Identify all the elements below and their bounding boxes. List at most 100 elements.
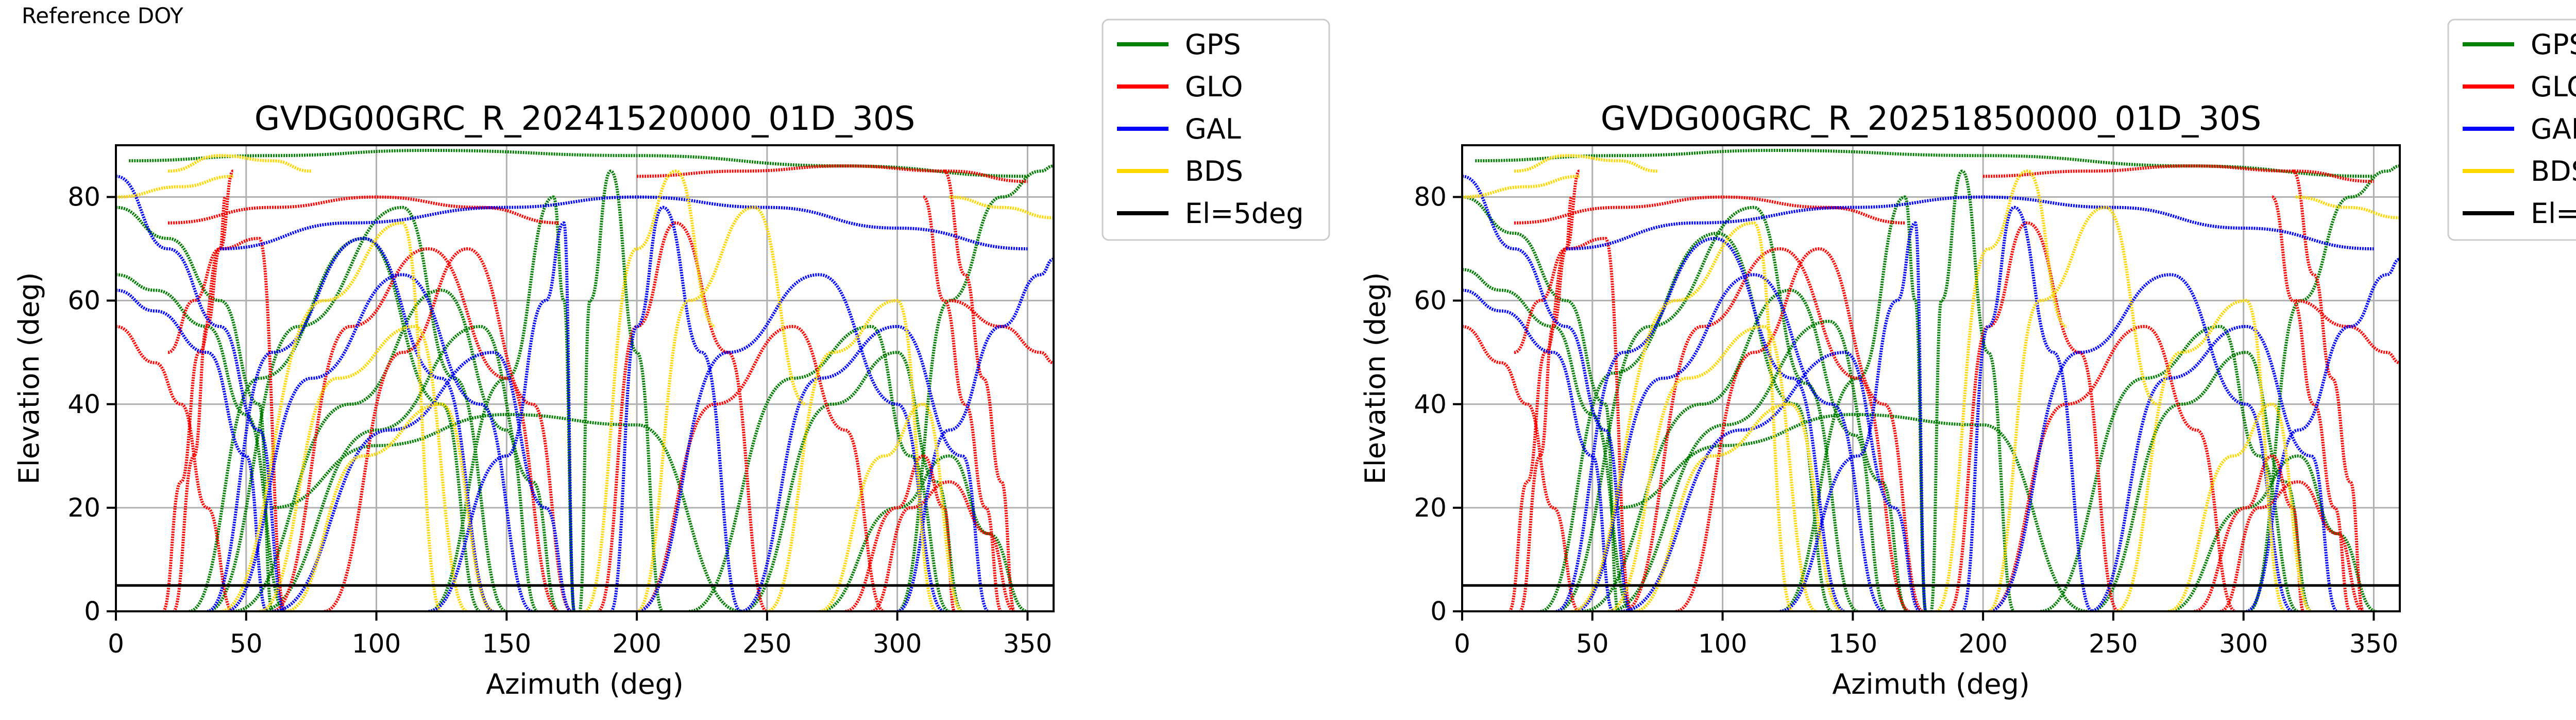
legend-label: GLO	[1185, 71, 1243, 103]
track-gps	[1555, 205, 1859, 611]
track-gps	[188, 236, 482, 611]
track-gps	[896, 164, 1054, 611]
track-gal	[1566, 195, 2374, 251]
track-glo	[922, 195, 1003, 611]
track-bds	[1571, 221, 1794, 611]
legend-label: GAL	[2531, 113, 2576, 145]
legend-label: BDS	[1185, 155, 1243, 187]
track-bds	[1514, 154, 1658, 173]
x-tick-label: 300	[873, 629, 922, 659]
track-gps	[1475, 149, 2374, 178]
track-glo	[2295, 299, 2400, 365]
track-glo	[1988, 324, 2236, 611]
track-bds	[1462, 175, 1580, 199]
track-gps	[1462, 195, 1620, 611]
track-glo	[845, 454, 956, 611]
track-glo	[272, 247, 560, 611]
track-gps	[741, 351, 963, 611]
track-gal	[636, 273, 945, 611]
track-glo	[871, 480, 1015, 611]
track-glo	[1514, 195, 1905, 225]
track-glo	[949, 299, 1054, 365]
track-glo	[2292, 169, 2365, 611]
track-gal	[740, 324, 990, 611]
track-gal	[207, 236, 494, 611]
track-gal	[116, 175, 286, 611]
legend-label: El=5deg	[1185, 197, 1304, 230]
x-tick-label: 0	[1454, 629, 1470, 659]
x-tick-label: 350	[1003, 629, 1052, 659]
track-gal	[225, 273, 533, 611]
track-bds	[2115, 299, 2286, 611]
track-gal	[1960, 205, 2093, 611]
track-bds	[285, 402, 494, 611]
y-tick-label: 40	[1414, 389, 1447, 419]
track-bds	[949, 195, 1054, 219]
track-gps	[2248, 164, 2400, 611]
track-bds	[1607, 324, 1817, 611]
track-gal	[1988, 273, 2294, 611]
chart-title: GVDG00GRC_R_20241520000_01D_30S	[255, 100, 915, 138]
track-gps	[1582, 288, 1888, 611]
track-gps	[578, 169, 665, 611]
track-glo	[1462, 324, 1580, 611]
x-axis-label: Azimuth (deg)	[1832, 668, 2030, 700]
track-glo	[168, 195, 559, 225]
track-gps	[1608, 319, 1908, 611]
track-gal	[220, 195, 1028, 251]
plot-frame	[1461, 144, 2401, 612]
x-tick-label: 200	[1958, 629, 2007, 659]
track-glo	[1948, 221, 2120, 611]
x-axis-label: Azimuth (deg)	[486, 668, 684, 700]
track-bds	[636, 205, 807, 611]
track-glo	[2271, 195, 2352, 611]
track-gal	[1621, 351, 1922, 611]
track-glo	[324, 247, 572, 611]
y-tick-label: 80	[67, 182, 100, 212]
y-axis-label: Elevation (deg)	[1359, 272, 1392, 485]
y-tick-label: 80	[1414, 182, 1447, 212]
track-glo	[637, 164, 1028, 183]
track-glo	[116, 324, 234, 611]
track-bds	[1935, 169, 2067, 611]
track-gps	[688, 324, 950, 611]
x-tick-label: 50	[230, 629, 263, 659]
chart-panel-1: GVDG00GRC_R_20241520000_01D_30S 0 50 100 150…	[13, 19, 1330, 700]
y-tick-label: 60	[67, 286, 100, 316]
track-bds	[584, 169, 716, 611]
figure-header-text: Reference DOY	[22, 3, 183, 28]
track-glo	[1983, 164, 2374, 183]
legend-label: GPS	[1185, 28, 1241, 61]
x-tick-label: 100	[1698, 629, 1747, 659]
tracks-group	[116, 149, 1054, 611]
x-tick-label: 150	[1828, 629, 1877, 659]
track-glo	[2219, 480, 2364, 611]
chart-panel-2: GVDG00GRC_R_20251850000_01D_30S 0 50 100 150…	[1359, 19, 2576, 700]
track-gal	[1555, 236, 1846, 611]
track-gal	[428, 221, 576, 611]
track-glo	[1675, 247, 1924, 611]
track-gal	[272, 351, 573, 611]
track-glo	[172, 195, 227, 611]
track-gal	[1780, 221, 1927, 611]
legend-label: El=5deg	[2531, 197, 2576, 230]
x-tick-label: 50	[1576, 629, 1609, 659]
tracks-group	[1462, 149, 2400, 611]
track-bds	[116, 175, 233, 199]
legend: GPS GLO GAL BDS El=5deg	[1101, 19, 1330, 241]
track-gps	[1929, 169, 2016, 611]
x-tick-label: 300	[2219, 629, 2268, 659]
legend-box	[1101, 19, 1330, 241]
legend-label: GAL	[1185, 113, 1241, 145]
x-tick-label: 350	[2349, 629, 2398, 659]
track-glo	[2194, 454, 2305, 611]
x-tick-label: 250	[742, 629, 791, 659]
y-tick-label: 20	[1414, 493, 1447, 523]
track-gps	[2167, 454, 2377, 611]
track-gal	[609, 205, 742, 611]
x-tick-label: 250	[2089, 629, 2138, 659]
legend: GPS GLO GAL BDS El=5deg	[2447, 19, 2576, 241]
track-bds	[1988, 205, 2158, 611]
track-glo	[167, 236, 287, 611]
legend-label: GLO	[2531, 71, 2576, 103]
